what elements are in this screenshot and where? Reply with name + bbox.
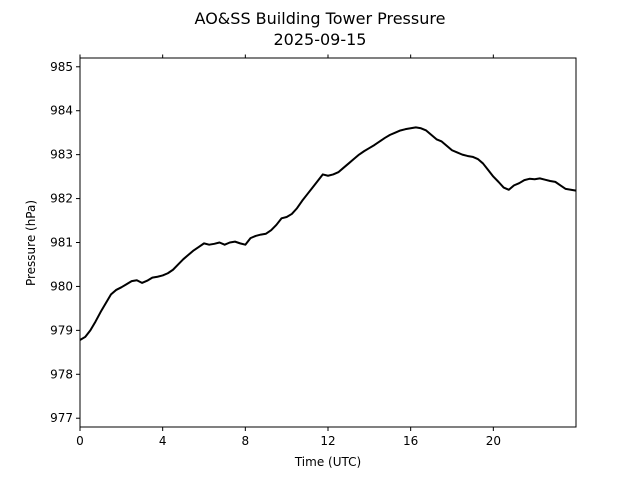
x-tick-label: 20 (486, 434, 501, 448)
y-tick-label: 984 (50, 104, 73, 118)
y-tick-label: 983 (50, 148, 73, 162)
x-tick-label: 12 (320, 434, 335, 448)
y-axis-label: Pressure (hPa) (24, 200, 38, 286)
x-tick-label: 4 (159, 434, 167, 448)
x-tick-label: 8 (242, 434, 250, 448)
chart-title: AO&SS Building Tower Pressure (195, 9, 446, 28)
y-tick-label: 982 (50, 192, 73, 206)
x-tick-label: 16 (403, 434, 418, 448)
y-tick-label: 980 (50, 279, 73, 293)
x-axis-label: Time (UTC) (294, 455, 361, 469)
x-tick-label: 0 (76, 434, 84, 448)
chart-subtitle: 2025-09-15 (274, 30, 367, 49)
y-tick-label: 981 (50, 236, 73, 250)
y-tick-label: 977 (50, 411, 73, 425)
y-tick-label: 978 (50, 367, 73, 381)
y-tick-label: 985 (50, 60, 73, 74)
y-tick-label: 979 (50, 323, 73, 337)
